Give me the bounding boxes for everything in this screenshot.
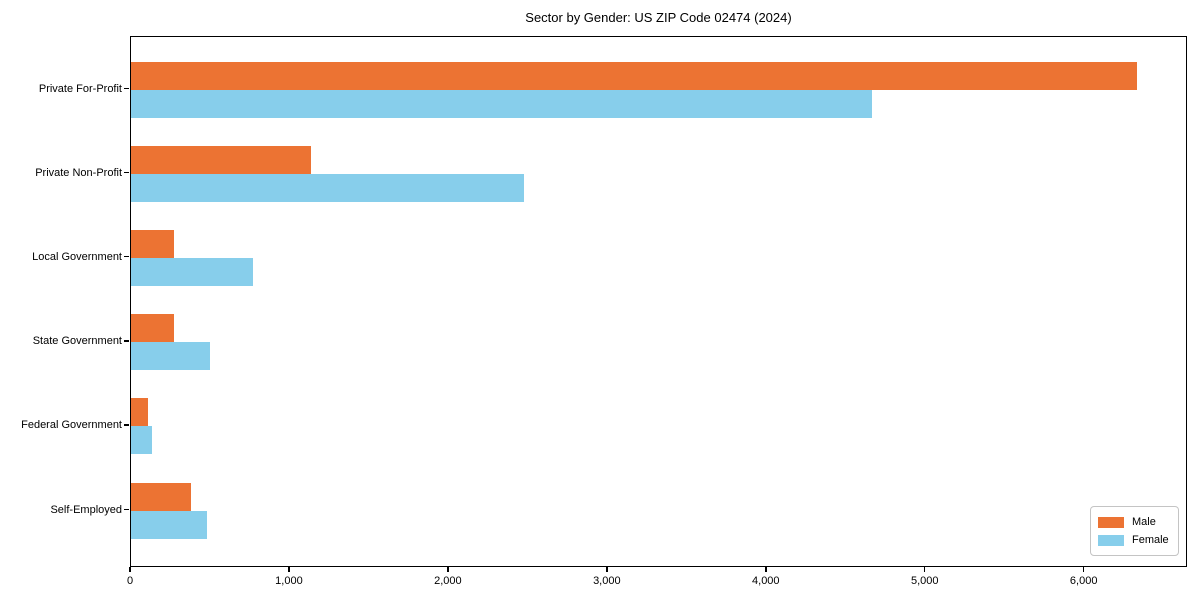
bar-female-local-government [131, 257, 253, 286]
legend: Male Female [1090, 506, 1179, 556]
legend-label-male: Male [1132, 516, 1156, 528]
x-tick-mark [923, 567, 926, 572]
y-tick-label-state-government: State Government [32, 335, 122, 348]
bar-male-federal-government [131, 398, 148, 427]
y-tick-mark [124, 508, 129, 510]
bar-female-private-non-profit [131, 173, 524, 202]
x-tick-label-5-000: 5,000 [910, 575, 939, 587]
legend-swatch-male [1098, 516, 1124, 528]
y-tick-mark [124, 171, 129, 174]
x-tick-label-4-000: 4,000 [752, 575, 780, 587]
x-tick-mark [288, 567, 290, 572]
bar-male-private-non-profit [131, 145, 311, 174]
plot-area [130, 36, 1187, 567]
x-tick-label-1-000: 1,000 [275, 575, 303, 587]
bar-female-state-government [131, 342, 211, 371]
bar-male-local-government [131, 229, 174, 258]
legend-label-female: Female [1132, 534, 1169, 546]
y-tick-label-private-non-profit: Private Non-Profit [35, 166, 122, 179]
x-tick-mark [606, 567, 608, 572]
x-tick-mark [129, 567, 131, 572]
x-tick-mark [1082, 567, 1085, 572]
bar-male-private-for-profit [131, 61, 1138, 90]
x-tick-label-0: 0 [126, 575, 134, 587]
legend-entry-male: Male [1098, 513, 1169, 531]
y-tick-mark [124, 255, 129, 258]
x-tick-mark [447, 567, 449, 572]
bar-female-federal-government [131, 426, 153, 455]
y-tick-label-local-government: Local Government [32, 250, 122, 263]
x-tick-label-6-000: 6,000 [1069, 575, 1098, 587]
y-tick-mark [124, 340, 129, 342]
x-tick-label-3-000: 3,000 [593, 575, 621, 587]
bar-female-self-employed [131, 510, 207, 539]
legend-entry-female: Female [1098, 531, 1169, 549]
y-tick-label-private-for-profit: Private For-Profit [38, 82, 122, 95]
x-tick-label-2-000: 2,000 [434, 575, 462, 587]
y-tick-mark [124, 424, 129, 426]
y-tick-label-self-employed: Self-Employed [50, 503, 122, 516]
y-tick-mark [124, 87, 129, 89]
chart-title: Sector by Gender: US ZIP Code 02474 (202… [525, 10, 792, 25]
bar-male-state-government [131, 314, 174, 343]
x-tick-mark [765, 567, 767, 572]
y-tick-label-federal-government: Federal Government [21, 419, 122, 432]
bar-male-self-employed [131, 482, 191, 511]
legend-swatch-female [1098, 534, 1124, 546]
bar-female-private-for-profit [131, 89, 872, 118]
